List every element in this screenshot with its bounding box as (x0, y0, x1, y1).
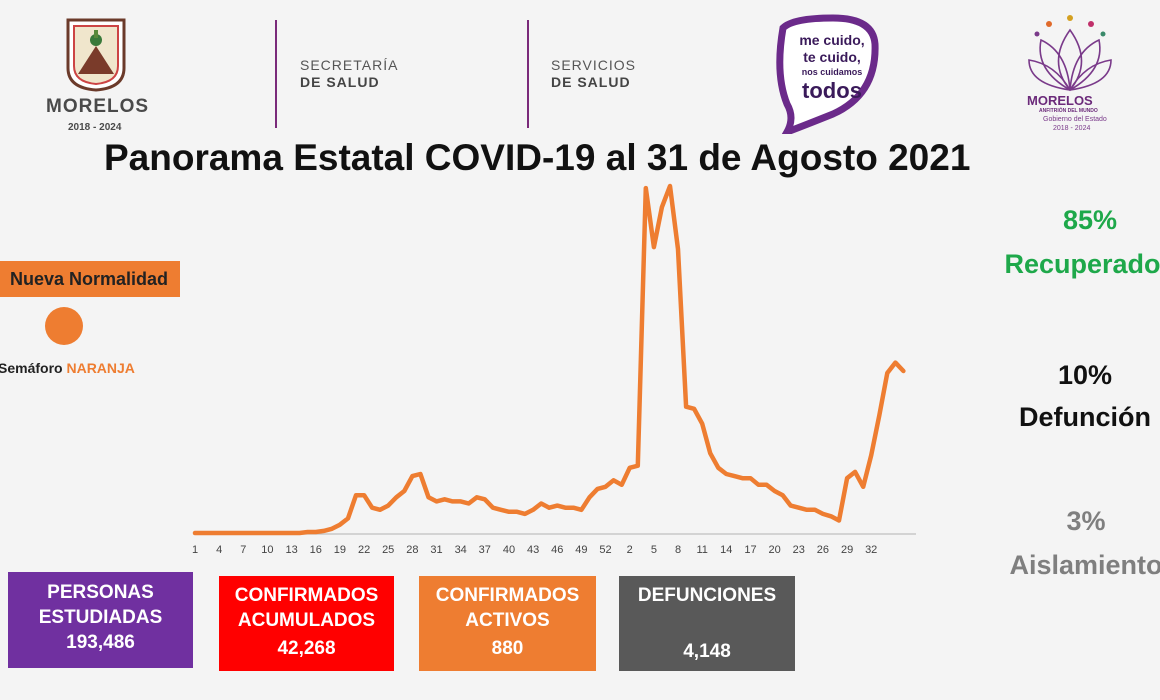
x-tick-label: 11 (696, 544, 707, 556)
stat-percent: 3% (1066, 506, 1106, 536)
morelos-logo-left: MORELOS 2018 - 2024 (40, 14, 155, 134)
stat-defuncion: 10% Defunción (925, 357, 1160, 435)
x-tick-label: 8 (675, 544, 681, 556)
x-tick-label: 28 (406, 544, 418, 556)
speech-bubble-icon (776, 14, 879, 134)
campaign-logo: me cuido, te cuido, nos cuidamos todos (773, 14, 881, 134)
campaign-text: me cuido, te cuido, nos cuidamos todos (799, 32, 865, 103)
x-tick-label: 32 (865, 544, 877, 556)
x-tick-label: 2 (627, 544, 633, 556)
logo-right-sub3: 2018 - 2024 (1053, 125, 1091, 132)
divider (527, 20, 529, 128)
semaforo-label: Semáforo NARANJA (0, 360, 135, 376)
x-tick-label: 16 (310, 544, 322, 556)
x-tick-label: 4 (216, 544, 222, 556)
x-tick-label: 13 (285, 544, 297, 556)
semaforo-dot-icon (45, 307, 83, 345)
x-tick-label: 22 (358, 544, 370, 556)
x-tick-label: 26 (817, 544, 829, 556)
logo-right-sub2: Gobierno del Estado (1043, 116, 1107, 123)
box-value: 193,486 (66, 632, 135, 653)
box-defunciones: DEFUNCIONES 4,148 (619, 576, 795, 671)
x-tick-label: 49 (575, 544, 587, 556)
x-tick-label: 5 (651, 544, 657, 556)
x-tick-label: 43 (527, 544, 539, 556)
x-tick-label: 34 (455, 544, 467, 556)
box-confirmados-activos: CONFIRMADOS ACTIVOS 880 (419, 576, 596, 671)
box-personas-estudiadas: PERSONAS ESTUDIADAS 193,486 (8, 572, 193, 668)
box-value: 42,268 (277, 638, 336, 659)
morelos-seal-icon (66, 18, 126, 92)
stat-recuperados: 85% Recuperados (930, 202, 1160, 282)
stat-label: Defunción (1019, 402, 1151, 432)
x-tick-label: 14 (720, 544, 732, 556)
box-confirmados-acumulados: CONFIRMADOS ACUMULADOS 42,268 (219, 576, 394, 671)
box-value: 4,148 (683, 641, 731, 662)
x-tick-label: 1 (192, 544, 198, 556)
divider (275, 20, 277, 128)
logo-left-name: MORELOS (46, 96, 150, 117)
secretaria-de-salud: SECRETARÍA DE SALUD (300, 57, 399, 90)
box-value: 880 (491, 638, 524, 659)
stat-percent: 10% (1057, 360, 1113, 390)
servicios-de-salud: SERVICIOS DE SALUD (551, 57, 636, 90)
x-tick-label: 10 (261, 544, 273, 556)
x-tick-label: 40 (503, 544, 515, 556)
x-tick-label: 37 (479, 544, 491, 556)
morelos-logo-right: MORELOS ANFITRIÓN DEL MUNDO Gobierno del… (1015, 12, 1125, 137)
series-line (192, 183, 906, 536)
stat-aislamiento: 3% Aislamiento (926, 503, 1160, 583)
x-tick-label: 7 (240, 544, 246, 556)
stat-label: Aislamiento (1009, 550, 1160, 580)
logo-left-years: 2018 - 2024 (68, 122, 122, 133)
x-tick-label: 23 (793, 544, 805, 556)
nueva-normalidad-banner: Nueva Normalidad (0, 261, 180, 297)
x-tick-label: 52 (599, 544, 611, 556)
x-tick-label: 20 (768, 544, 780, 556)
stat-percent: 85% (1062, 205, 1118, 235)
x-tick-label: 17 (744, 544, 756, 556)
x-tick-label: 25 (382, 544, 394, 556)
lotus-icon (1028, 15, 1112, 92)
x-tick-label: 46 (551, 544, 563, 556)
x-tick-label: 31 (430, 544, 442, 556)
x-tick-label: 29 (841, 544, 853, 556)
page-title: Panorama Estatal COVID-19 al 31 de Agost… (104, 137, 971, 178)
stat-label: Recuperados (1004, 249, 1160, 279)
semaforo-value: NARANJA (66, 360, 135, 376)
logo-right-sub1: ANFITRIÓN DEL MUNDO (1039, 108, 1098, 114)
x-tick-label: 19 (334, 544, 346, 556)
logo-right-name: MORELOS (1027, 93, 1093, 108)
